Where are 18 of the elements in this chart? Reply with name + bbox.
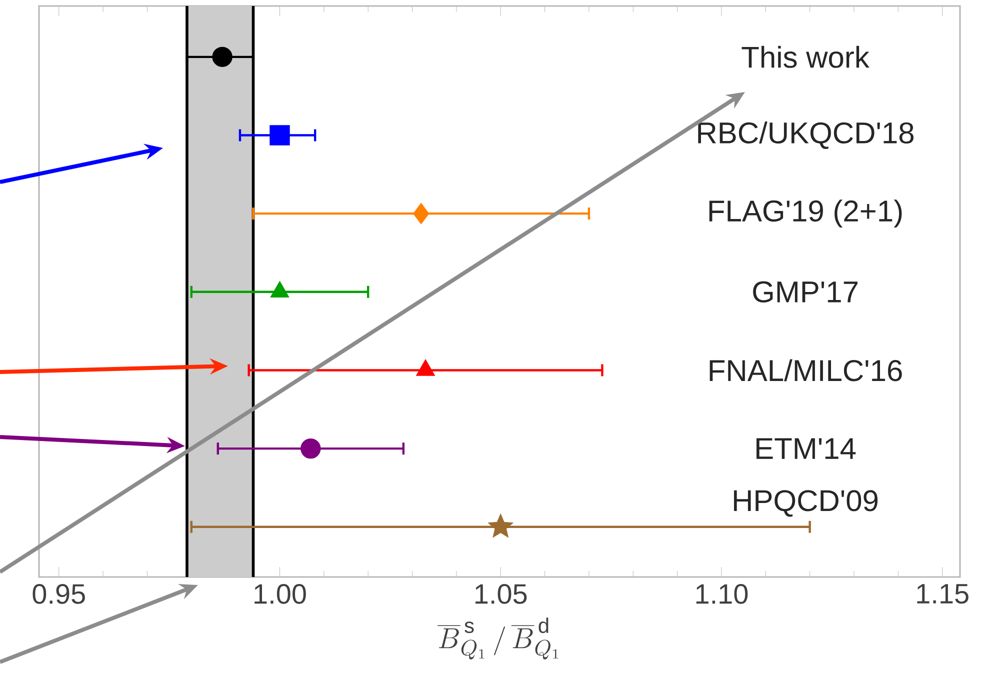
point [300, 438, 321, 459]
text: HPQCD'09 [734, 490, 878, 517]
x-tick-label: 0.95 [32, 584, 85, 604]
point [270, 125, 290, 146]
text: GMP'17 [753, 281, 858, 303]
text: FNAL/MILC'16 [710, 359, 902, 382]
x-axis-title: $\overline{B}^{\,\mathrm{s}}_{Q_1}\,/\,\overline{B}^{\,\mathrm{d}}_{Q_1}$ [437, 618, 558, 660]
x-tick-label: 1.10 [696, 584, 748, 604]
point [212, 46, 232, 68]
text: RBC/UKQCD'18 [698, 122, 914, 149]
text: FLAG'19 (2+1) [709, 200, 902, 228]
text: This work [742, 46, 870, 68]
point [413, 203, 429, 224]
x-tick-label: 1.05 [475, 584, 527, 604]
point [489, 514, 512, 537]
x-tick-label: 1.00 [254, 584, 306, 604]
text: ETM'14 [756, 438, 856, 459]
x-tick-label: 1.15 [917, 584, 968, 604]
